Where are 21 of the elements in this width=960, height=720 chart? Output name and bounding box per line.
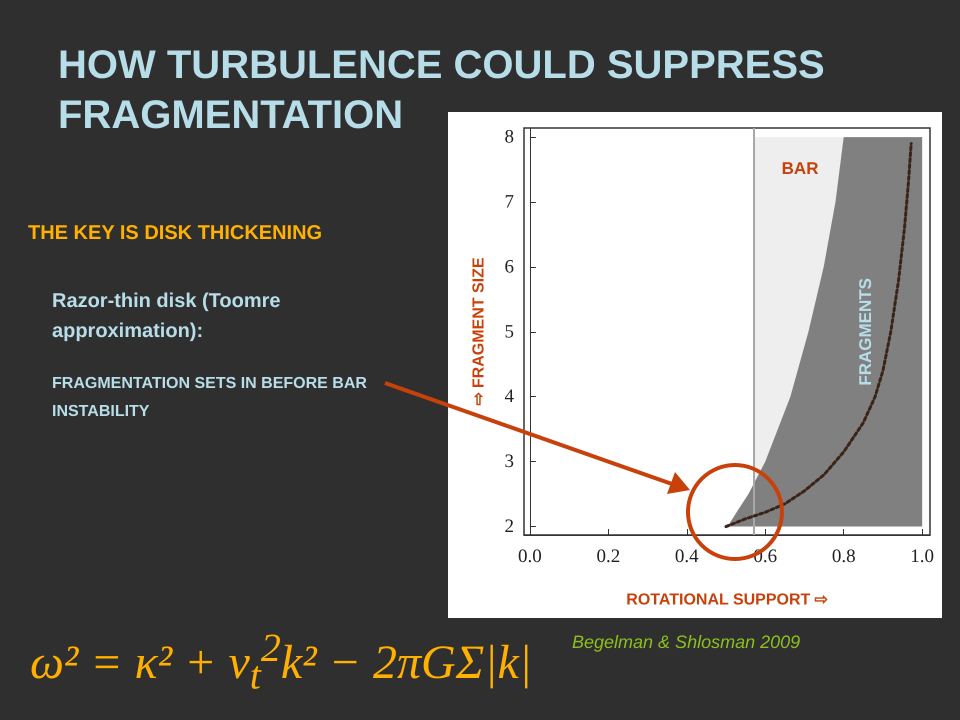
- series-label: FRAGMENTS: [856, 278, 875, 386]
- y-tick-label: 7: [504, 192, 514, 212]
- text: Begelman & Shlosman 2009: [572, 632, 800, 653]
- x-tick-label: 0.0: [518, 546, 542, 567]
- x-tick-label: 0.4: [674, 546, 700, 567]
- text: ω² = κ² + v$_{t}$$^{2}$k² − 2πGΣ|k|: [30, 624, 532, 699]
- text: THE KEY IS DISK THICKENING: [28, 222, 324, 245]
- text: FRAGMENTATION SETS IN BEFORE BAR INSTABILITY: [52, 374, 368, 422]
- y-tick-label: 6: [504, 256, 514, 278]
- y-tick-label: 5: [504, 321, 514, 342]
- x-tick-label: 1.0: [910, 546, 934, 567]
- y-axis-title: ⇨ FRAGMENT SIZE: [470, 257, 488, 406]
- x-tick-label: 0.2: [596, 546, 620, 567]
- text: Razor-thin disk (Toomre approximation):: [52, 289, 282, 344]
- y-tick-label: 4: [504, 386, 514, 408]
- x-tick-label: 0.8: [832, 546, 856, 567]
- y-tick-label: 2: [504, 516, 514, 538]
- y-tick-label: 8: [504, 126, 514, 148]
- x-axis-title: ROTATIONAL SUPPORT ⇨: [626, 592, 829, 608]
- y-tick-label: 3: [504, 451, 514, 472]
- band-label: BAR: [782, 159, 818, 178]
